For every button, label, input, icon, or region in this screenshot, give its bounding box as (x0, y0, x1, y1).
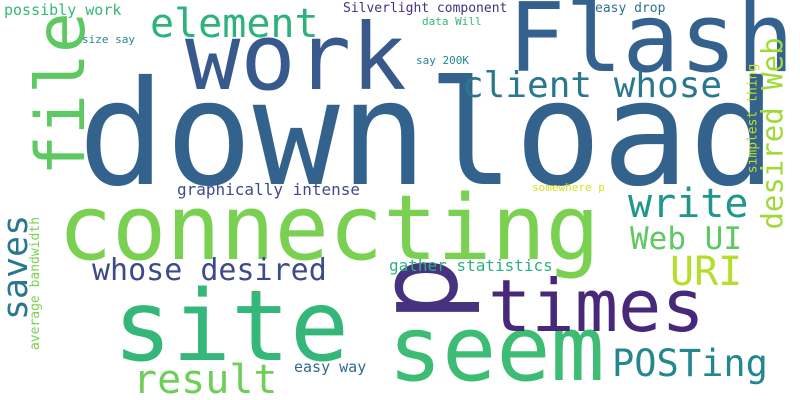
word-whose-desired: whose desired (92, 256, 327, 286)
word-gather-statistics: gather statistics (389, 258, 553, 274)
word-somewhere-p: somewhere p (532, 182, 605, 193)
word-result: result (133, 360, 278, 400)
word-average-bandwidth: average bandwidth (29, 217, 42, 350)
word-silverlight-component: Silverlight component (343, 2, 507, 15)
word-uri: URI (670, 252, 742, 292)
word-data-will: data Will (422, 16, 482, 27)
word-say-200k: say 200K (416, 55, 469, 66)
word-write: write (628, 184, 748, 224)
word-posting: POSTing (612, 345, 768, 382)
word-easy-way: easy way (294, 360, 366, 375)
word-element: element (150, 4, 319, 44)
word-simplest-thing: simplest thing (746, 64, 759, 174)
word-size-say: size say (82, 34, 135, 45)
word-easy-drop: easy drop (595, 2, 665, 15)
word-client-whose: client whose (462, 68, 722, 104)
word-graphically-intense: graphically intense (177, 182, 360, 198)
word-desired-web: desired Web (759, 37, 788, 229)
word-possibly-work: possibly work (4, 3, 121, 18)
